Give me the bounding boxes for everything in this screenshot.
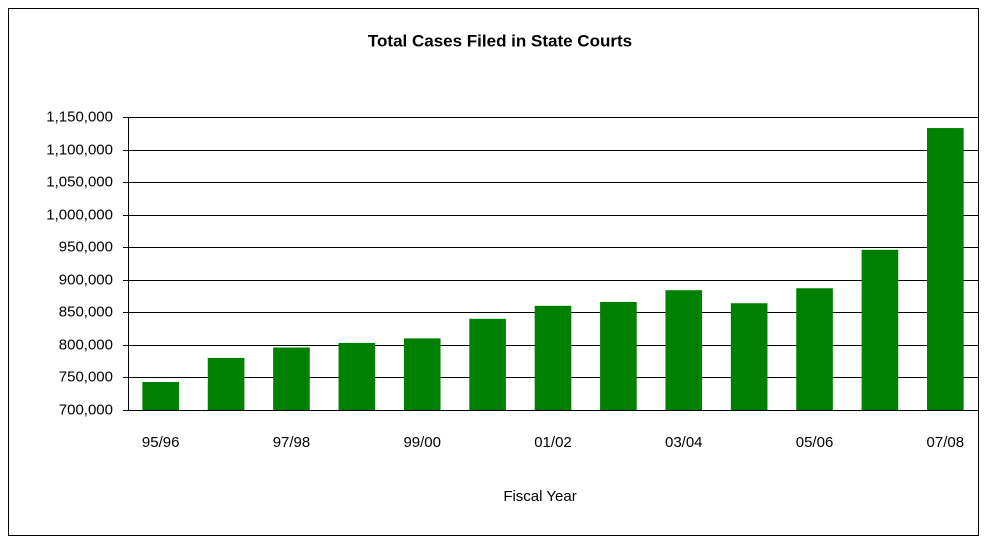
x-axis-title: Fiscal Year — [503, 488, 576, 505]
bar — [600, 301, 637, 410]
x-tick-label: 01/02 — [534, 434, 572, 451]
y-tick-label: 800,000 — [59, 336, 113, 353]
x-tick-label: 05/06 — [796, 434, 834, 451]
x-tick-label: 07/08 — [927, 434, 965, 451]
chart-border — [8, 8, 979, 536]
bar — [534, 305, 572, 410]
y-tick-label: 1,100,000 — [46, 141, 113, 158]
y-tick-label: 1,000,000 — [46, 206, 113, 223]
y-tick-label: 700,000 — [59, 401, 113, 418]
bar — [927, 128, 964, 410]
x-tick-label: 95/96 — [142, 434, 180, 451]
x-tick-label: 99/00 — [403, 434, 441, 451]
bar — [338, 342, 376, 410]
bar — [273, 347, 310, 410]
bar — [665, 290, 703, 410]
bar — [207, 357, 245, 410]
bar — [796, 288, 833, 410]
y-tick-label: 750,000 — [59, 368, 113, 385]
bar — [861, 249, 899, 410]
bar — [730, 303, 768, 410]
bar — [142, 382, 179, 410]
chart-title: Total Cases Filed in State Courts — [368, 31, 632, 50]
y-tick-label: 850,000 — [59, 303, 113, 320]
bar — [469, 318, 506, 410]
bar — [403, 338, 441, 410]
y-tick-label: 1,150,000 — [46, 108, 113, 125]
x-tick-label: 97/98 — [273, 434, 311, 451]
x-tick-label: 03/04 — [665, 434, 703, 451]
y-tick-label: 950,000 — [59, 238, 113, 255]
y-tick-label: 900,000 — [59, 271, 113, 288]
y-tick-label: 1,050,000 — [46, 173, 113, 190]
